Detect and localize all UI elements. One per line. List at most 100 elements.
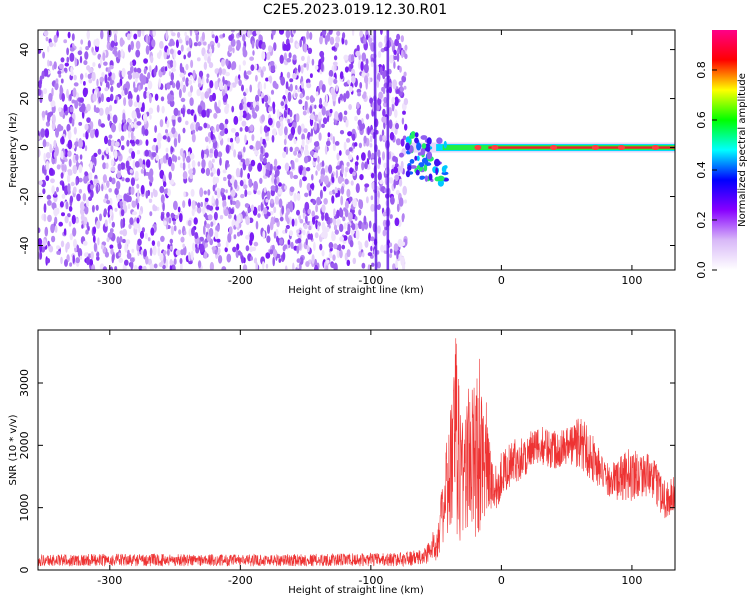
spectrogram-cell (303, 63, 307, 68)
spectrogram-cell (175, 39, 179, 48)
spectrogram-cell (344, 66, 349, 73)
spectrogram-cell (254, 257, 257, 264)
band-onset-blob (409, 159, 415, 164)
spectrogram-cell (401, 241, 406, 247)
spectrogram-cell (332, 136, 335, 145)
spectrogram-cell (314, 104, 317, 110)
spectrogram-cell (240, 167, 243, 178)
spectrogram-cell (250, 256, 254, 261)
spectrogram-cell (118, 195, 123, 200)
spectrogram-cell (270, 185, 276, 191)
spectrogram-cell (184, 31, 187, 37)
spectrogram-cell (154, 125, 158, 133)
spectrogram-cell (364, 183, 370, 188)
spectrogram-cell (320, 54, 325, 64)
colorbar-ticks: 0.0 0.2 0.4 0.6 0.8 (695, 61, 717, 279)
spectrogram-cell (289, 78, 294, 83)
spectrogram-cell (244, 189, 248, 198)
spectrogram-cell (151, 240, 156, 247)
spectrogram-cell (185, 40, 189, 46)
spectrogram-cell (87, 40, 91, 48)
spectrogram-cell (78, 101, 82, 107)
spectrogram-cell (344, 166, 349, 173)
band-onset-blob (405, 136, 412, 144)
spectrogram-cell (193, 217, 198, 225)
spectrogram-cell (40, 128, 46, 138)
spectrogram-cell (45, 175, 50, 182)
spectrogram-cell (327, 132, 331, 138)
spectrogram-cell (370, 236, 375, 242)
spectrogram-cell (104, 219, 108, 227)
spectrogram-cell (203, 251, 208, 259)
spectrogram-cell (56, 250, 61, 255)
spectrogram-cell (376, 197, 380, 206)
spectrogram-cell (43, 169, 47, 176)
spectrogram-cell (180, 80, 184, 90)
spectrogram-cell (163, 250, 167, 255)
spectrogram-cell (345, 119, 349, 128)
spectrogram-cell (263, 207, 268, 215)
spectrogram-cell (226, 253, 232, 263)
spectrogram-cell (171, 127, 176, 135)
spectrogram-cell (169, 94, 175, 102)
spectrogram-cell (316, 164, 322, 171)
spectrogram-cell (364, 161, 368, 170)
spectrogram-cell (294, 218, 298, 227)
spectrogram-cell (177, 31, 181, 39)
spectrogram-cell (48, 167, 54, 176)
spectrogram-cell (401, 213, 405, 220)
spectrogram-cell (316, 196, 321, 206)
spectrogram-cell (262, 261, 265, 270)
spectrogram-cell (363, 215, 367, 226)
spectrogram-cell (41, 70, 45, 80)
spectrogram-cell (393, 243, 399, 252)
spectrogram-cell (127, 249, 130, 255)
spectrogram-cell (123, 123, 127, 132)
spectrogram-cell (269, 163, 273, 172)
spectrogram-cell (321, 84, 326, 93)
spectrogram-cell (349, 239, 354, 248)
spectrogram-cell (46, 258, 51, 264)
spectrogram-cell (141, 125, 146, 135)
spectrogram-cell (216, 168, 221, 177)
spectrogram-cell (125, 239, 131, 245)
spectrogram-cell (283, 52, 287, 61)
spectrogram-cell (95, 204, 99, 211)
spectrogram-cell (269, 220, 274, 231)
spectrogram-cell (74, 57, 78, 67)
spectrogram-cell (289, 171, 294, 180)
spectrogram-cell (136, 183, 140, 189)
spectrogram-cell (74, 141, 79, 147)
spectrogram-cell (137, 189, 140, 200)
spectrogram-cell (292, 262, 295, 270)
spectrogram-cell (175, 80, 181, 90)
spectrogram-cell (106, 180, 110, 188)
spectrogram-cell (207, 56, 211, 64)
spectrogram-cell (123, 193, 128, 202)
spectrogram-cell (120, 48, 124, 58)
spectrogram-cell (403, 98, 409, 106)
spectrogram-cell (312, 215, 316, 225)
spectrogram-cell (262, 66, 267, 72)
spectrogram-cell (304, 149, 309, 157)
spectrogram-cell (382, 108, 386, 117)
spectrogram-cell (101, 183, 104, 192)
spectrogram-cell (94, 128, 99, 138)
spectrogram-cell (142, 75, 147, 85)
spectrogram-cell (179, 62, 183, 73)
spectrogram-cell (232, 200, 237, 205)
spectrogram-cell (296, 258, 301, 263)
spectrogram-cell (248, 165, 253, 171)
spectrogram-cell (259, 177, 263, 184)
spectrogram-cell (197, 126, 203, 131)
spectrogram-cell (263, 94, 269, 103)
spectrogram-cell (122, 238, 126, 244)
spectrogram-cell (143, 90, 148, 100)
spectrogram-cell (304, 100, 308, 111)
spectrogram-cell (61, 212, 65, 217)
band-onset-blob (423, 164, 428, 172)
spectrogram-cell (288, 230, 294, 237)
spectrogram-cell (361, 222, 365, 232)
spectrogram-cell (271, 172, 275, 178)
spectrogram-cell (79, 201, 85, 211)
